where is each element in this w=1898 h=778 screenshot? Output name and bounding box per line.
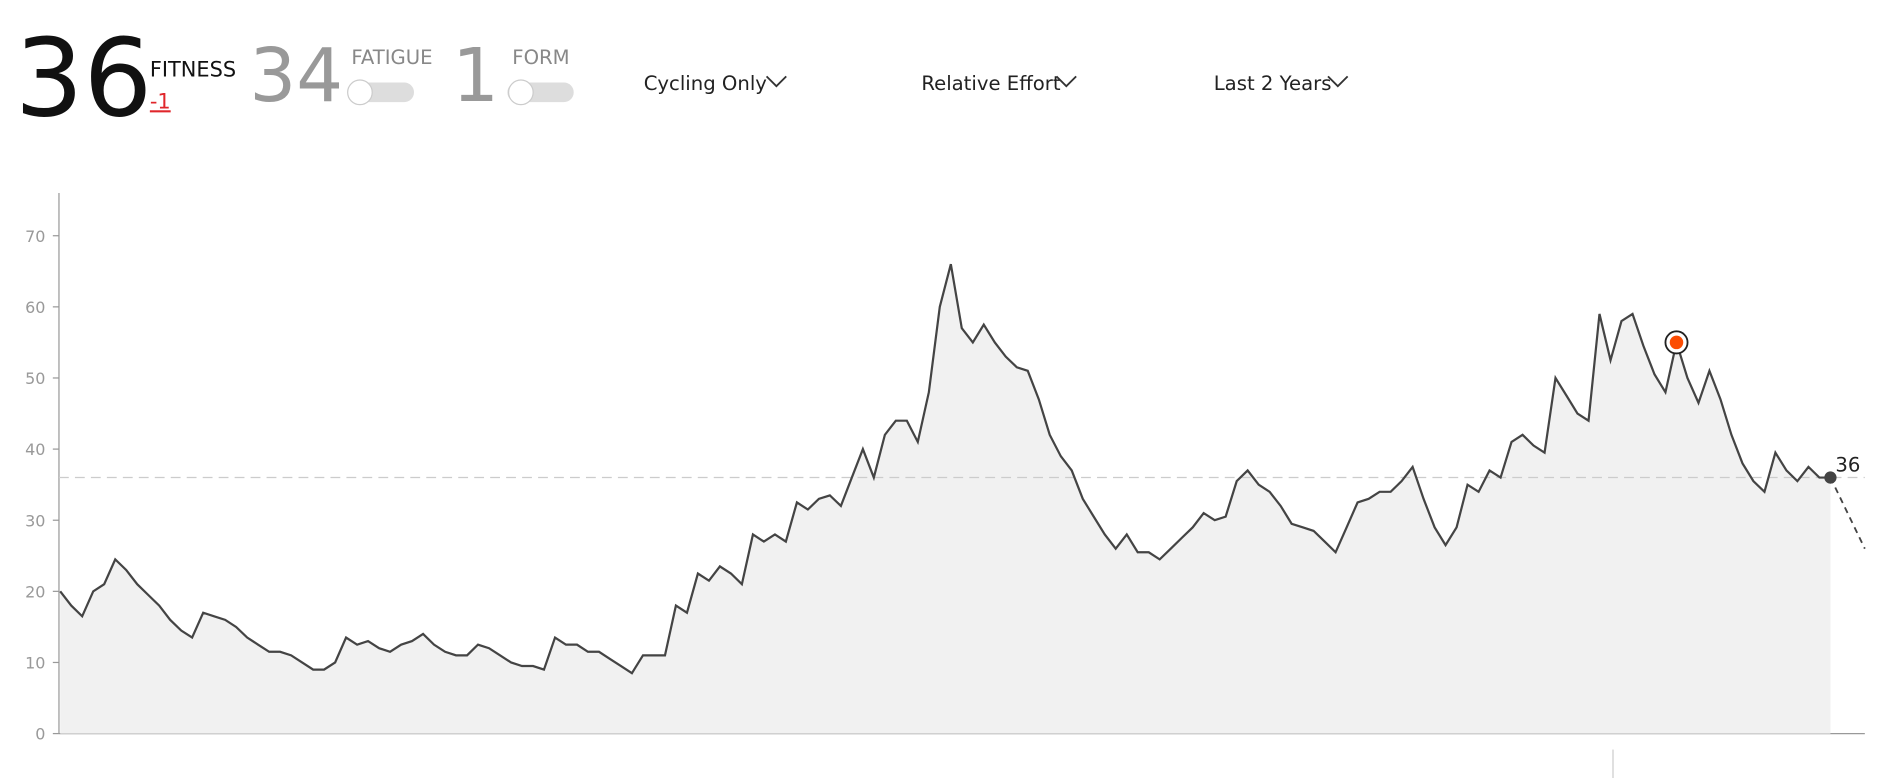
form-toggle-knob — [507, 79, 534, 106]
y-tick-label: 50 — [25, 369, 45, 388]
fitness-value: 36 — [15, 17, 153, 142]
chevron — [765, 75, 787, 88]
chevron — [1055, 75, 1077, 88]
filter-dropdown[interactable]: Relative Effort — [921, 72, 1077, 95]
form-label: FORM — [512, 46, 569, 69]
y-tick-label: 60 — [25, 298, 45, 317]
filter-dropdown[interactable]: Last 2 Years — [1214, 72, 1349, 95]
y-tick-label: 10 — [25, 654, 45, 673]
chart: 0 10 20 30 40 50 60 70 36 — [25, 193, 1866, 744]
chevron — [1327, 75, 1349, 88]
area — [60, 264, 1831, 734]
filter-dropdown[interactable]: Cycling Only — [644, 72, 787, 95]
filter-label: Cycling Only — [644, 72, 768, 95]
highlight-point — [1669, 335, 1684, 350]
y-tick-label: 40 — [25, 440, 45, 459]
current-point — [1824, 471, 1837, 484]
form-value: 1 — [452, 34, 499, 119]
y-tick-label: 20 — [25, 582, 45, 601]
fitness-change[interactable]: -1 — [150, 89, 171, 113]
y-tick-label: 30 — [25, 511, 45, 530]
fatigue-value: 34 — [249, 34, 343, 119]
y-tick-label: 70 — [25, 227, 45, 246]
projection-line — [1829, 477, 1866, 550]
fatigue-toggle-knob — [347, 79, 373, 106]
y-tick-label: 0 — [35, 725, 45, 744]
fatigue-label: FATIGUE — [351, 46, 432, 69]
line — [59, 263, 1831, 675]
filter-label: Relative Effort — [921, 72, 1060, 95]
current-label: 36 — [1835, 453, 1860, 476]
filter-label: Last 2 Years — [1214, 72, 1332, 95]
fitness-label: FITNESS — [150, 57, 236, 81]
